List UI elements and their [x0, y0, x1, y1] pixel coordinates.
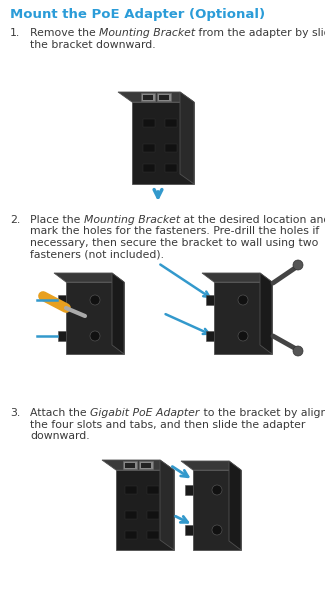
Polygon shape [147, 531, 159, 539]
Polygon shape [143, 144, 155, 152]
Polygon shape [165, 119, 177, 127]
Polygon shape [58, 331, 66, 341]
Polygon shape [141, 462, 151, 467]
Polygon shape [165, 164, 177, 172]
Polygon shape [112, 273, 124, 354]
Polygon shape [147, 511, 159, 519]
Text: 1.: 1. [10, 28, 20, 38]
Circle shape [293, 346, 303, 356]
Polygon shape [123, 461, 137, 469]
Polygon shape [147, 486, 159, 494]
Polygon shape [160, 460, 174, 550]
Polygon shape [206, 295, 214, 305]
Polygon shape [139, 461, 153, 469]
Polygon shape [202, 273, 272, 282]
Polygon shape [143, 119, 155, 127]
Text: Mount the PoE Adapter (Optional): Mount the PoE Adapter (Optional) [10, 8, 265, 21]
Polygon shape [143, 164, 155, 172]
Polygon shape [185, 485, 193, 495]
Polygon shape [214, 282, 272, 354]
Circle shape [212, 485, 222, 495]
Polygon shape [125, 511, 137, 519]
Polygon shape [143, 95, 153, 99]
Circle shape [293, 260, 303, 270]
Polygon shape [125, 531, 137, 539]
Circle shape [90, 331, 100, 341]
Polygon shape [229, 461, 241, 550]
Circle shape [90, 295, 100, 305]
Text: Gigabit PoE Adapter: Gigabit PoE Adapter [90, 408, 200, 418]
Circle shape [238, 331, 248, 341]
Polygon shape [118, 92, 194, 102]
Text: Place the: Place the [30, 215, 84, 225]
Polygon shape [132, 102, 194, 184]
Polygon shape [125, 486, 137, 494]
Circle shape [238, 295, 248, 305]
Polygon shape [116, 470, 174, 550]
Polygon shape [54, 273, 124, 282]
Polygon shape [181, 461, 241, 470]
Text: Mounting Bracket: Mounting Bracket [84, 215, 180, 225]
Polygon shape [102, 460, 174, 470]
Text: 2.: 2. [10, 215, 20, 225]
Circle shape [212, 525, 222, 535]
Polygon shape [260, 273, 272, 354]
Text: the four slots and tabs, and then slide the adapter: the four slots and tabs, and then slide … [30, 419, 305, 429]
Polygon shape [66, 282, 124, 354]
Polygon shape [206, 331, 214, 341]
Polygon shape [159, 95, 169, 99]
Polygon shape [180, 92, 194, 184]
Polygon shape [157, 93, 171, 101]
Text: Mounting Bracket: Mounting Bracket [99, 28, 195, 38]
Polygon shape [58, 295, 66, 305]
Text: Attach the: Attach the [30, 408, 90, 418]
Text: necessary, then secure the bracket to wall using two: necessary, then secure the bracket to wa… [30, 238, 318, 248]
Text: mark the holes for the fasteners. Pre-drill the holes if: mark the holes for the fasteners. Pre-dr… [30, 226, 319, 237]
Polygon shape [141, 93, 155, 101]
Text: downward.: downward. [30, 431, 90, 441]
Polygon shape [165, 144, 177, 152]
Text: fasteners (not included).: fasteners (not included). [30, 250, 164, 259]
Text: at the desired location and: at the desired location and [180, 215, 325, 225]
Text: 3.: 3. [10, 408, 20, 418]
Text: the bracket downward.: the bracket downward. [30, 40, 156, 50]
Polygon shape [193, 470, 241, 550]
Polygon shape [125, 462, 135, 467]
Text: Remove the: Remove the [30, 28, 99, 38]
Text: from the adapter by sliding: from the adapter by sliding [195, 28, 325, 38]
Text: to the bracket by aligning: to the bracket by aligning [200, 408, 325, 418]
Polygon shape [185, 525, 193, 535]
